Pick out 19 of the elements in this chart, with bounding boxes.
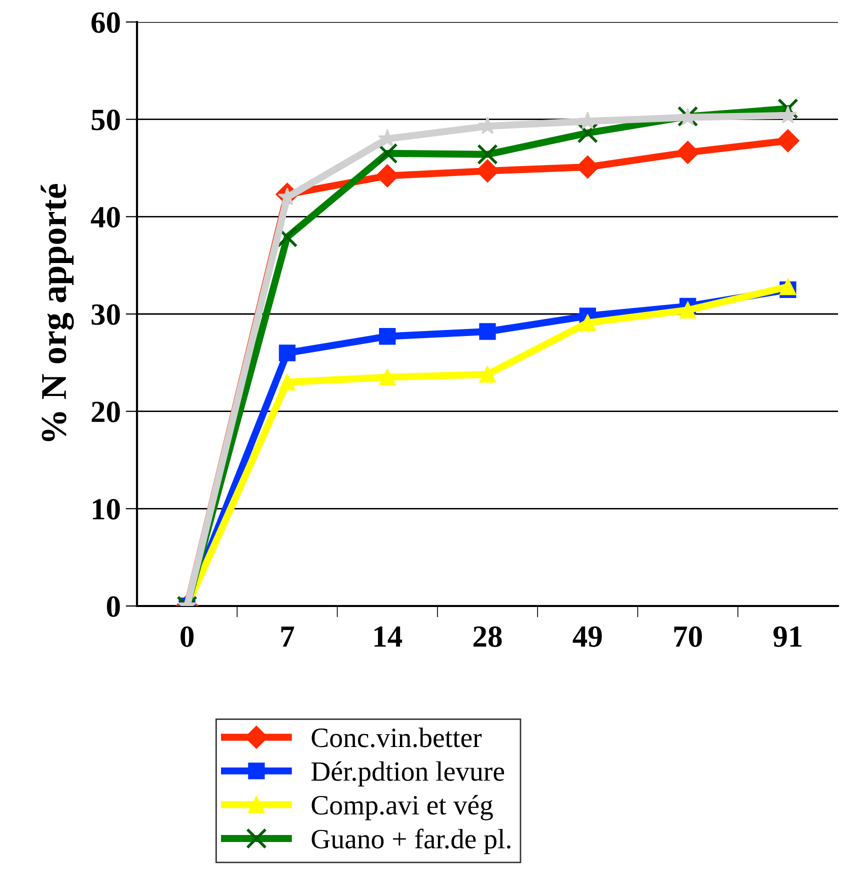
y-tick-label: 60 [92,12,120,33]
y-tick-label: 50 [92,110,120,130]
x-tick-label: 70 [674,626,702,647]
y-tick-label: 30 [92,304,120,325]
legend-label: Comp.avi et vég [312,795,493,820]
x-tick-label: 28 [474,626,502,647]
y-tick-label: 0 [106,596,120,617]
y-tick-label: 10 [92,498,120,520]
x-tick-label: 91 [773,626,802,647]
x-tick-label: 49 [572,626,602,647]
legend-label: Conc.vin.better [312,728,482,748]
y-axis-title: % N org apporté [40,184,74,442]
x-tick-label: 7 [281,626,294,647]
y-tick-label: 20 [92,402,120,422]
y-tick-label: 40 [90,206,120,228]
legend-label: Guano + far.de pl. [312,828,510,854]
legend-label: Dér.pdtion levure [311,761,504,787]
x-tick-label: 14 [374,626,402,647]
x-tick-label: 0 [180,626,194,647]
